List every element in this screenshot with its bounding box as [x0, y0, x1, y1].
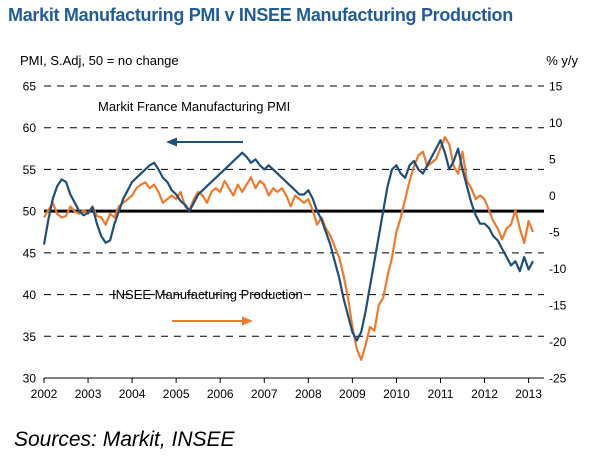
right-tick-label: -10 — [549, 262, 567, 276]
series-line-insee — [43, 136, 535, 361]
source-note: Sources: Markit, INSEE — [14, 428, 235, 451]
right-tick-label: -20 — [549, 335, 567, 349]
x-tick-label: 2008 — [295, 387, 322, 401]
annotation-pmi: Markit France Manufacturing PMI — [98, 99, 290, 147]
series-line-pmi — [42, 139, 534, 342]
annotation-insee-arrowhead-icon — [242, 316, 253, 326]
left-tick-label: 40 — [23, 288, 37, 302]
annotation-insee-text: INSEE Manufacturing Production — [112, 287, 303, 302]
left-tick-label: 55 — [23, 163, 37, 177]
x-tick-label: 2004 — [119, 387, 146, 401]
right-tick-label: -25 — [549, 372, 567, 386]
right-tick-label: 0 — [549, 189, 556, 203]
x-tick-label: 2011 — [428, 387, 454, 401]
left-tick-label: 35 — [23, 330, 37, 344]
left-tick-label: 50 — [23, 205, 37, 219]
left-tick-label: 60 — [23, 121, 37, 135]
left-axis-label: PMI, S.Adj, 50 = no change — [20, 53, 179, 68]
annotation-pmi-text: Markit France Manufacturing PMI — [98, 99, 290, 114]
right-tick-label: 5 — [549, 153, 556, 167]
x-tick-label: 2006 — [207, 387, 234, 401]
right-tick-label: -15 — [549, 299, 567, 313]
x-tick-label: 2010 — [383, 387, 410, 401]
right-tick-label: 10 — [549, 116, 563, 130]
x-tick-label: 2003 — [75, 387, 102, 401]
annotation-insee: INSEE Manufacturing Production — [112, 287, 303, 326]
x-tick-label: 2009 — [339, 387, 366, 401]
x-tick-label: 2005 — [163, 387, 190, 401]
left-tick-label: 30 — [23, 372, 37, 386]
x-tick-label: 2002 — [31, 387, 58, 401]
left-tick-label: 45 — [23, 246, 37, 260]
chart-title: Markit Manufacturing PMI v INSEE Manufac… — [8, 5, 513, 25]
right-axis-label: % y/y — [546, 53, 578, 68]
right-tick-label: 15 — [549, 80, 563, 94]
x-tick-label: 2013 — [515, 387, 542, 401]
x-tick-label: 2012 — [471, 387, 498, 401]
left-tick-label: 65 — [23, 80, 37, 94]
right-tick-label: -5 — [549, 226, 560, 240]
annotation-pmi-arrowhead-icon — [166, 137, 177, 147]
x-tick-label: 2007 — [251, 387, 278, 401]
